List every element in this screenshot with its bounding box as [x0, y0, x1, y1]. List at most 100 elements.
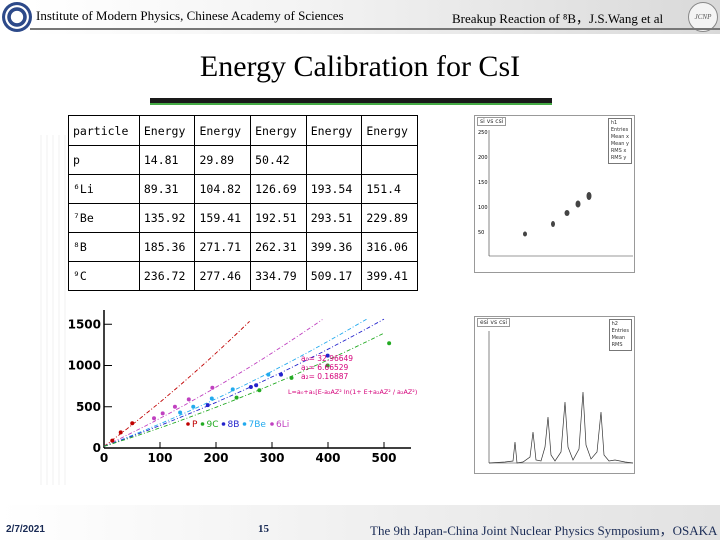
y-tick-label: 150: [478, 180, 488, 186]
background-detector-image: [40, 135, 70, 485]
table-cell: 334.79: [250, 261, 307, 291]
x-tick-label: 500: [371, 451, 396, 465]
data-point-p: [130, 421, 135, 426]
data-point-7be: [209, 396, 214, 401]
table-cell: ⁸B: [68, 232, 140, 262]
plot-tag: si vs csi: [477, 117, 507, 126]
table-cell: ⁶Li: [68, 174, 140, 204]
table-cell: 14.81: [138, 145, 196, 175]
esi-vs-csi-plot: esi vs csi h2 Entries Mean RMS: [474, 316, 635, 474]
table-row: ⁸B 185.36 271.71 262.31 399.36 316.06: [68, 232, 418, 262]
table-cell: 509.17: [305, 261, 363, 291]
particle-cluster: [523, 231, 527, 237]
data-point-7be: [230, 387, 235, 392]
stats-title: h1: [610, 120, 618, 126]
table-cell: ⁷Be: [68, 203, 140, 233]
y-tick-label: 100: [478, 205, 488, 211]
legend-label: 7Be: [249, 420, 267, 430]
data-point-8b: [254, 383, 259, 388]
table-cell: 192.51: [250, 203, 307, 233]
table-cell: 185.36: [138, 232, 196, 262]
plot1-canvas: 250 200 150 100 50: [478, 130, 633, 257]
table-cell: ⁹C: [68, 261, 140, 291]
legend-label: 9C: [207, 420, 219, 430]
table-cell: [361, 145, 418, 175]
y-tick-label: 500: [76, 400, 101, 414]
table-header: Energy: [138, 115, 196, 146]
title-underline: [150, 98, 552, 103]
stats-label: Mean y: [610, 141, 629, 147]
table-cell: 89.31: [138, 174, 196, 204]
legend-marker: [200, 422, 205, 426]
y-tick-label: 1000: [68, 359, 101, 373]
spectrum-histogram: [488, 391, 634, 464]
footer-date: 2/7/2021: [6, 524, 45, 535]
table-cell: 50.42: [250, 145, 307, 175]
table-cell: 262.31: [250, 232, 307, 262]
legend-marker: [186, 422, 190, 426]
table-cell: 135.92: [138, 203, 196, 233]
fit-param: a₂= 0.16887: [301, 372, 349, 381]
data-point-6li: [172, 404, 177, 409]
fit-formula: L=a₀+a₁[E-a₂AZ² ln(1+ E+a₂AZ² / a₂AZ²)]: [288, 388, 418, 396]
data-point-8b: [248, 384, 253, 389]
table-cell: 399.41: [361, 261, 418, 291]
x-tick-label: 0: [100, 451, 108, 465]
legend-label: P: [192, 420, 198, 430]
symposium-logo: JCNP: [688, 2, 718, 32]
si-vs-csi-plot: si vs csi h1 Entries Mean x Mean y RMS x…: [474, 115, 635, 273]
table-cell: 29.89: [194, 145, 252, 175]
y-tick-label: 200: [478, 155, 488, 161]
table-cell: 277.46: [194, 261, 252, 291]
table-row: ⁶Li 89.31 104.82 126.69 193.54 151.4: [68, 174, 418, 204]
stats-label: Entries: [611, 328, 629, 334]
data-point-p: [118, 430, 123, 435]
energy-table: particle Energy Energy Energy Energy Ene…: [68, 115, 418, 291]
table-cell: 193.54: [305, 174, 363, 204]
data-point-6li: [210, 385, 215, 390]
table-row: p 14.81 29.89 50.42: [68, 145, 418, 175]
data-point-7be: [178, 410, 183, 415]
calibration-chart: 0 100 200 300 400 500 0 500 1000 1500 a₀= 32.966…: [66, 306, 420, 472]
table-cell: 151.4: [361, 174, 418, 204]
header-divider: [30, 28, 720, 30]
data-point-7be: [191, 404, 196, 409]
data-point-9c: [387, 341, 392, 346]
stats-label: RMS y: [610, 155, 627, 161]
table-cell: 126.69: [250, 174, 307, 204]
data-point-9c: [257, 388, 262, 393]
plot-tag: esi vs csi: [477, 318, 511, 327]
slide-title: Energy Calibration for CsI: [199, 50, 521, 83]
table-header: Energy: [194, 115, 252, 146]
data-point-6li: [186, 397, 191, 402]
table-row: ⁹C 236.72 277.46 334.79 509.17 399.41: [68, 261, 418, 291]
table-cell: 236.72: [138, 261, 196, 291]
y-tick-label: 1500: [68, 317, 101, 331]
table-header: Energy: [250, 115, 307, 146]
stats-label: RMS: [611, 342, 623, 348]
data-point-p: [110, 438, 115, 443]
table-cell: 316.06: [361, 232, 418, 262]
fit-param: a₁= 6.66529: [301, 363, 349, 372]
data-point-8b: [278, 372, 283, 377]
table-cell: 159.41: [194, 203, 252, 233]
table-header: Energy: [361, 115, 418, 146]
table-cell: 293.51: [305, 203, 363, 233]
table-cell: 229.89: [361, 203, 418, 233]
calibration-chart-svg: 0 100 200 300 400 500 0 500 1000 1500 a₀= 32.966…: [68, 310, 420, 465]
stats-label: Entries: [610, 127, 629, 133]
data-point-8b: [325, 353, 330, 358]
table-header: particle: [68, 115, 140, 146]
stats-box: h1 Entries Mean x Mean y RMS x RMS y: [607, 118, 632, 164]
x-tick-label: 400: [315, 451, 340, 465]
x-tick-label: 100: [147, 451, 172, 465]
fit-curve-7be: [103, 318, 368, 447]
particle-cluster: [564, 210, 570, 216]
x-tick-label: 200: [203, 451, 228, 465]
particle-cluster: [551, 221, 555, 227]
fit-param: a₀= 32.96649: [301, 354, 353, 363]
stats-box: h2 Entries Mean RMS: [608, 319, 632, 351]
table-cell: 399.36: [305, 232, 363, 262]
particle-cluster: [586, 192, 592, 200]
stats-label: Mean: [611, 335, 626, 341]
